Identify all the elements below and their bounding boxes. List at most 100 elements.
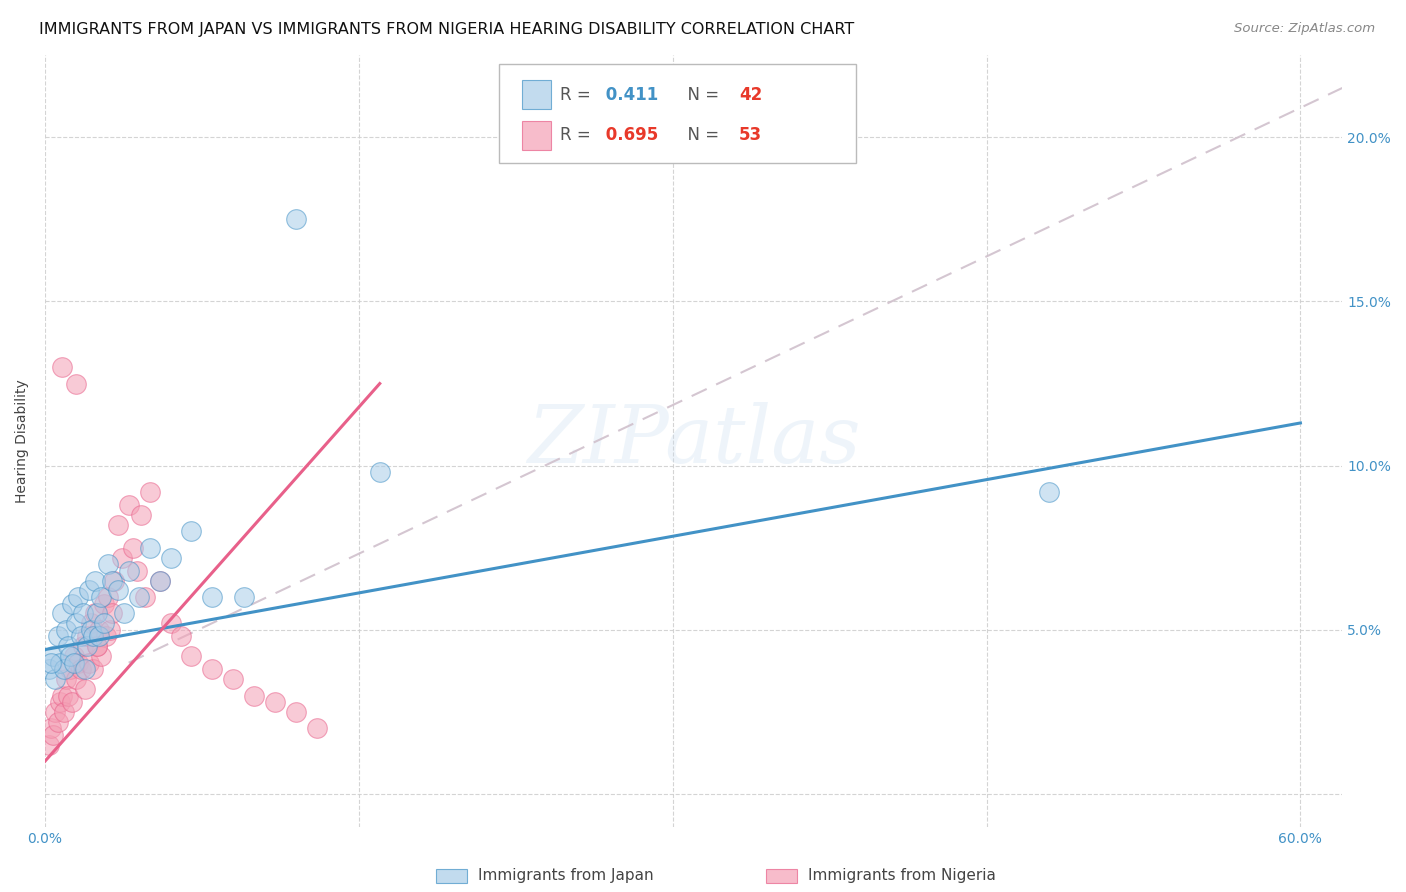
Point bbox=[38, 738, 60, 752]
Point bbox=[93, 597, 115, 611]
Point bbox=[201, 590, 224, 604]
Point bbox=[80, 616, 103, 631]
Point bbox=[44, 705, 66, 719]
Point bbox=[52, 662, 75, 676]
Point bbox=[55, 623, 77, 637]
Point bbox=[118, 564, 141, 578]
Point bbox=[52, 705, 75, 719]
Point bbox=[46, 629, 69, 643]
Point bbox=[76, 640, 98, 654]
Point bbox=[232, 590, 254, 604]
Point bbox=[125, 564, 148, 578]
Point bbox=[90, 649, 112, 664]
Point bbox=[285, 705, 308, 719]
Point bbox=[67, 656, 90, 670]
Point bbox=[39, 656, 62, 670]
Point bbox=[39, 722, 62, 736]
Point bbox=[77, 583, 100, 598]
Point bbox=[69, 662, 91, 676]
Text: R =: R = bbox=[560, 86, 596, 103]
Point bbox=[93, 616, 115, 631]
Point bbox=[264, 695, 287, 709]
Point bbox=[97, 590, 120, 604]
Text: 53: 53 bbox=[740, 127, 762, 145]
Point bbox=[129, 508, 152, 522]
Point bbox=[65, 616, 87, 631]
Point bbox=[305, 722, 328, 736]
Point bbox=[149, 574, 172, 588]
Point bbox=[101, 574, 124, 588]
Text: Source: ZipAtlas.com: Source: ZipAtlas.com bbox=[1234, 22, 1375, 36]
Point bbox=[42, 649, 65, 664]
Point bbox=[65, 672, 87, 686]
Point bbox=[80, 623, 103, 637]
Point bbox=[134, 590, 156, 604]
Point bbox=[285, 212, 308, 227]
Point bbox=[94, 629, 117, 643]
Point bbox=[65, 376, 87, 391]
Point bbox=[44, 672, 66, 686]
Point bbox=[73, 662, 96, 676]
Point bbox=[67, 590, 90, 604]
Point bbox=[159, 616, 181, 631]
Point bbox=[243, 689, 266, 703]
Point bbox=[46, 714, 69, 729]
Point bbox=[121, 541, 143, 555]
Point bbox=[72, 607, 94, 621]
Point bbox=[82, 629, 104, 643]
Point bbox=[51, 360, 73, 375]
Text: Immigrants from Nigeria: Immigrants from Nigeria bbox=[808, 869, 997, 883]
Point bbox=[82, 662, 104, 676]
Point bbox=[97, 557, 120, 571]
Point bbox=[89, 623, 111, 637]
Point bbox=[59, 649, 82, 664]
Text: ZIPatlas: ZIPatlas bbox=[527, 402, 860, 480]
Point bbox=[107, 583, 129, 598]
Point bbox=[149, 574, 172, 588]
Point bbox=[56, 689, 79, 703]
Point bbox=[60, 695, 83, 709]
Text: N =: N = bbox=[676, 127, 724, 145]
Point bbox=[107, 517, 129, 532]
Point bbox=[368, 465, 391, 479]
Point bbox=[55, 672, 77, 686]
Point bbox=[89, 629, 111, 643]
Point bbox=[48, 695, 70, 709]
Point bbox=[103, 574, 125, 588]
Point bbox=[118, 498, 141, 512]
Point bbox=[63, 656, 86, 670]
Point bbox=[180, 649, 202, 664]
Text: Immigrants from Japan: Immigrants from Japan bbox=[478, 869, 654, 883]
Text: N =: N = bbox=[676, 86, 724, 103]
Bar bbox=[523, 120, 551, 150]
Text: 42: 42 bbox=[740, 86, 762, 103]
Point bbox=[42, 728, 65, 742]
Point bbox=[69, 629, 91, 643]
Point bbox=[98, 623, 121, 637]
Point bbox=[1038, 484, 1060, 499]
Point bbox=[86, 640, 108, 654]
Point bbox=[84, 574, 107, 588]
Point bbox=[101, 607, 124, 621]
Point bbox=[63, 649, 86, 664]
Point bbox=[51, 689, 73, 703]
Y-axis label: Hearing Disability: Hearing Disability bbox=[15, 379, 30, 503]
Point bbox=[72, 640, 94, 654]
Point bbox=[222, 672, 245, 686]
Point bbox=[73, 681, 96, 696]
Point bbox=[86, 640, 108, 654]
Point bbox=[111, 550, 134, 565]
Point bbox=[128, 590, 150, 604]
Point bbox=[201, 662, 224, 676]
Text: 0.411: 0.411 bbox=[600, 86, 658, 103]
Point bbox=[56, 640, 79, 654]
Point bbox=[51, 607, 73, 621]
Point bbox=[114, 607, 136, 621]
Point bbox=[60, 597, 83, 611]
Point bbox=[38, 662, 60, 676]
Text: IMMIGRANTS FROM JAPAN VS IMMIGRANTS FROM NIGERIA HEARING DISABILITY CORRELATION : IMMIGRANTS FROM JAPAN VS IMMIGRANTS FROM… bbox=[39, 22, 855, 37]
Point bbox=[48, 656, 70, 670]
Point bbox=[90, 590, 112, 604]
Text: R =: R = bbox=[560, 127, 596, 145]
Point bbox=[170, 629, 193, 643]
